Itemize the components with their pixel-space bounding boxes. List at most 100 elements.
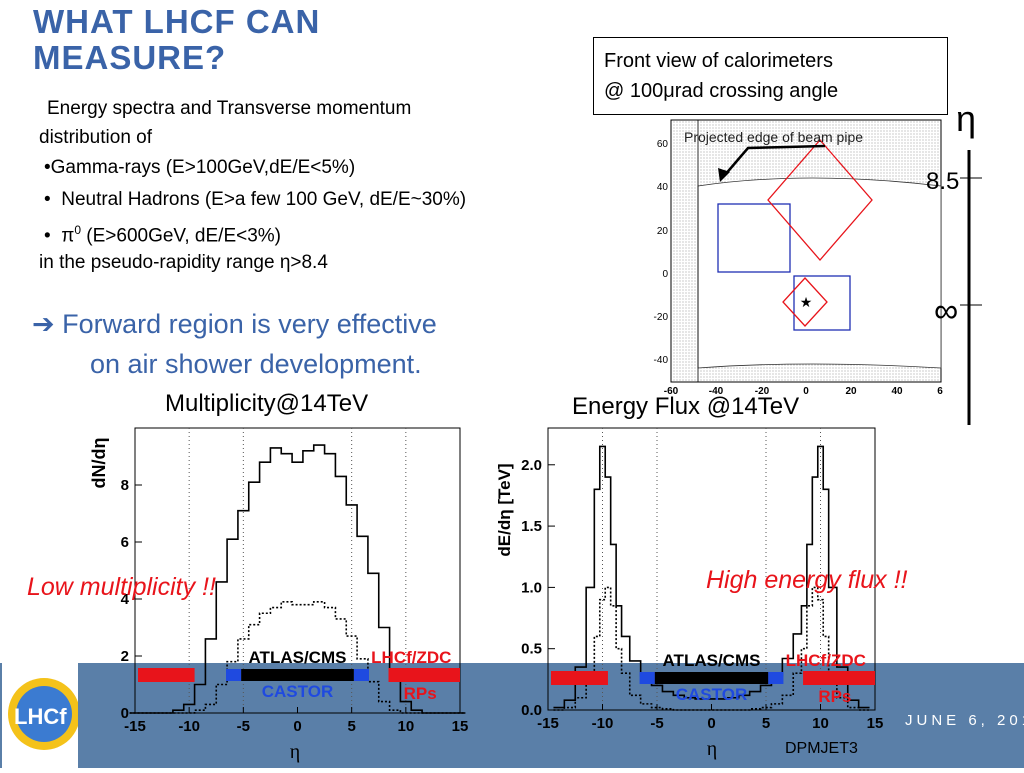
lhcf-zdc-label: LHCf/ZDC [786,651,866,670]
beam-center-icon: ★ [800,294,813,310]
lhcf-zdc-bar-left [138,668,195,682]
castor-bar-left [639,672,655,684]
y-tick-label: 8 [121,477,129,494]
calorimeter-tower-large [717,203,791,273]
high-energy-flux-annotation: High energy flux !! [706,566,908,594]
y-tick-m20: -20 [654,312,669,323]
rps-label: RPs [818,687,851,706]
x-tick-label: 10 [397,718,414,735]
y-tick-60: 60 [657,139,669,150]
bullet-gamma-text: Gamma-rays (E>100GeV,dE/E<5%) [50,157,356,178]
multiplicity-chart: dN/dη -15 -10 -5 0 5 10 15 0 2 4 6 8 ATLAS/CMS CASTOR… [89,427,469,763]
logo-text: LHCf [14,704,67,729]
y-tick-label: 1.0 [521,579,542,596]
x-tick-label: -5 [650,715,663,732]
model-label: DPMJET3 [785,740,858,757]
x-tick-40: 40 [891,386,903,397]
atlas-cms-label: ATLAS/CMS [249,648,347,667]
x-tick-m60: -60 [664,386,679,397]
front-view-x-ticks: -60 -40 -20 0 20 40 6 [664,386,943,397]
beam-pipe-arrow [723,144,826,177]
castor-bar-right [768,672,784,684]
arrow-right-icon: ➔ [32,309,55,339]
atlas-cms-bar [654,672,769,684]
x-tick-m40: -40 [709,386,724,397]
y-tick-label: 0 [121,705,129,722]
energy-flux-chart: dE/dη [TeV] -15 -10 -5 0 5 10 15 0.0 0.5 1.0 1.5 2.… [495,427,884,760]
multiplicity-title: Multiplicity@14TeV [165,390,369,417]
x-tick-label: 15 [452,718,469,735]
castor-bar-left [226,669,242,681]
intro-line1: Energy spectra and Transverse momentum [47,98,412,119]
bullet-pi0: • π0 (E>600GeV, dE/E<3%) [44,223,281,247]
calorimeter-diamond-large [767,139,873,261]
intro-line2: distribution of [39,127,153,148]
y-tick-label: 0.5 [521,641,542,658]
front-view-y-ticks: 60 40 20 0 -20 -40 [654,139,669,366]
x-tick-label: -5 [237,718,250,735]
y-tick-20: 20 [657,226,669,237]
energy-flux-xlabel: η [707,738,717,760]
y-tick-label: 1.5 [521,518,542,535]
eta-8-5-label: 8.5 [926,168,960,195]
x-tick-label: 5 [762,715,770,732]
front-view-plot: 60 40 20 0 -20 -40 -60 -40 -20 0 20 40 6… [654,119,943,397]
beam-pipe-label: Projected edge of beam pipe [684,129,863,145]
multiplicity-xlabel: η [290,741,300,763]
front-view-caption-line1: Front view of calorimeters [604,50,833,72]
lhcf-logo: LHCf [2,662,80,768]
low-multiplicity-annotation: Low multiplicity !! [27,573,216,601]
castor-label: CASTOR [676,685,747,704]
bullet-gamma: •Gamma-rays (E>100GeV,dE/E<5%) [44,157,356,178]
x-tick-20: 20 [845,386,857,397]
eta-axis [960,150,982,425]
eta-infinity-label: ∞ [934,292,959,330]
series-dotted-histogram [129,601,466,714]
x-tick-label: -15 [124,718,146,735]
y-tick-label: 4 [121,591,130,608]
bullet-hadrons-text: Neutral Hadrons (E>a few 100 GeV, dE/E~3… [61,189,467,210]
bullet-pi0-text: (E>600GeV, dE/E<3%) [81,225,281,247]
footer-date: JUNE 6, 2011 [905,712,1024,729]
atlas-cms-label: ATLAS/CMS [663,651,761,670]
beam-pipe-arrowhead [718,168,730,182]
y-tick-0: 0 [662,269,668,280]
y-tick-label: 0.0 [521,702,542,719]
series-solid-histogram [553,445,870,709]
y-tick-40: 40 [657,182,669,193]
pi-superscript: 0 [74,223,82,237]
calorimeter-diamond-small [782,277,828,327]
x-tick-label: 10 [812,715,829,732]
eta-symbol: η [956,98,977,139]
energy-flux-ylabel: dE/dη [TeV] [495,463,514,556]
y-tick-label: 2.0 [521,457,542,474]
outro-line: in the pseudo-rapidity range η>8.4 [39,252,328,273]
atlas-cms-bar [241,669,354,681]
beam-pipe-aperture [697,177,942,369]
y-tick-m40: -40 [654,355,669,366]
calorimeter-tower-small [793,275,851,331]
lhcf-zdc-bar-right [803,671,875,685]
x-tick-6: 6 [937,386,943,397]
slide-title-line1: WHAT LHCF CAN [33,3,321,40]
lhcf-zdc-bar-left [551,671,608,685]
lhcf-zdc-label: LHCf/ZDC [371,648,451,667]
energy-flux-plot-area: -15 -10 -5 0 5 10 15 0.0 0.5 1.0 1.5 2.0 ATLAS/CMS CA… [521,427,884,732]
front-view-caption-line2: @ 100μrad crossing angle [604,80,839,102]
x-tick-label: -15 [537,715,559,732]
y-tick-label: 2 [121,648,129,665]
x-tick-label: 15 [867,715,884,732]
castor-label: CASTOR [262,682,333,701]
forward-line1: Forward region is very effective [62,309,437,339]
x-tick-label: 5 [347,718,355,735]
x-tick-label: -10 [592,715,614,732]
energy-flux-title: Energy Flux @14TeV [572,393,800,420]
multiplicity-ylabel: dN/dη [89,438,109,489]
forward-line2: on air shower development. [90,349,422,379]
forward-region-statement: ➔ Forward region is very effective on ai… [32,304,437,384]
x-tick-m20: -20 [755,386,770,397]
lhcf-zdc-bar-right [388,668,460,682]
castor-bar-right [353,669,369,681]
x-tick-label: -10 [178,718,200,735]
pi-symbol: π [61,225,75,247]
